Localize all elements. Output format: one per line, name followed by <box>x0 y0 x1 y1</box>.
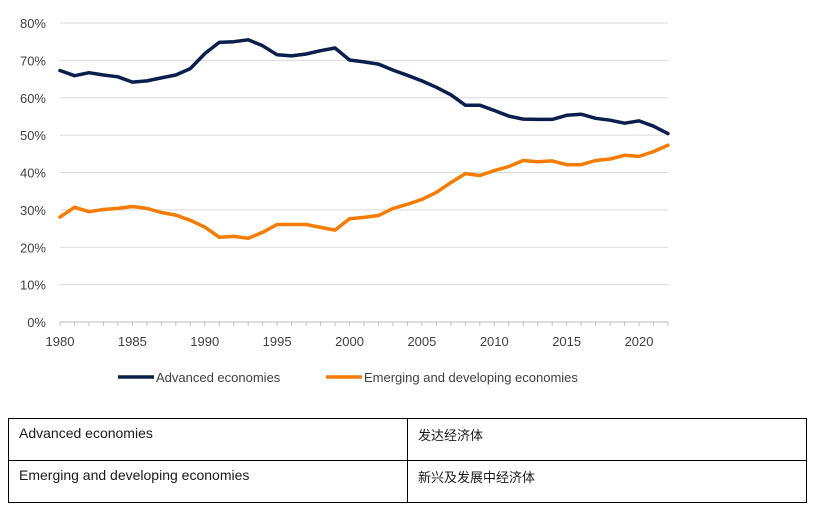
legend-label: Emerging and developing economies <box>364 370 578 385</box>
x-tick-label: 1980 <box>46 334 75 349</box>
y-tick-label: 60% <box>20 91 46 106</box>
x-tick-label: 1995 <box>263 334 292 349</box>
table-cell-english: Advanced economies <box>8 418 408 461</box>
series-line <box>58 143 670 241</box>
y-tick-label: 40% <box>20 166 46 181</box>
table-cell-chinese: 新兴及发展中经济体 <box>407 460 807 503</box>
legend: Advanced economies Emerging and developin… <box>118 370 578 385</box>
y-tick-label: 80% <box>20 16 46 31</box>
axes: 0% 10% 20% 30% 40% 50% 60% 70% 80% 1980 1985 1990 19… <box>20 16 669 349</box>
y-tick-label: 10% <box>20 278 46 293</box>
x-tick-label: 2000 <box>335 334 364 349</box>
x-tick-label: 2015 <box>552 334 581 349</box>
y-tick-label: 30% <box>20 203 46 218</box>
y-tick-label: 70% <box>20 53 46 68</box>
y-tick-label: 0% <box>27 315 46 330</box>
table-row: Advanced economies 发达经济体 <box>8 418 807 461</box>
x-tick-label: 1990 <box>190 334 219 349</box>
x-tick-label: 1985 <box>118 334 147 349</box>
table-cell-chinese: 发达经济体 <box>407 418 807 461</box>
table-row: Emerging and developing economies 新兴及发展中… <box>8 460 807 503</box>
legend-label: Advanced economies <box>156 370 281 385</box>
line-chart: 0% 10% 20% 30% 40% 50% 60% 70% 80% 1980 1985 1990 19… <box>20 16 670 385</box>
x-tick-label: 2020 <box>625 334 654 349</box>
x-tick-label: 2010 <box>480 334 509 349</box>
series-lines <box>58 38 670 241</box>
x-tick-label: 2005 <box>407 334 436 349</box>
translation-table: Advanced economies 发达经济体 Emerging and de… <box>8 418 807 503</box>
gridlines <box>60 22 668 286</box>
y-tick-label: 50% <box>20 128 46 143</box>
series-line <box>58 38 670 136</box>
table-cell-english: Emerging and developing economies <box>8 460 408 503</box>
y-tick-label: 20% <box>20 240 46 255</box>
